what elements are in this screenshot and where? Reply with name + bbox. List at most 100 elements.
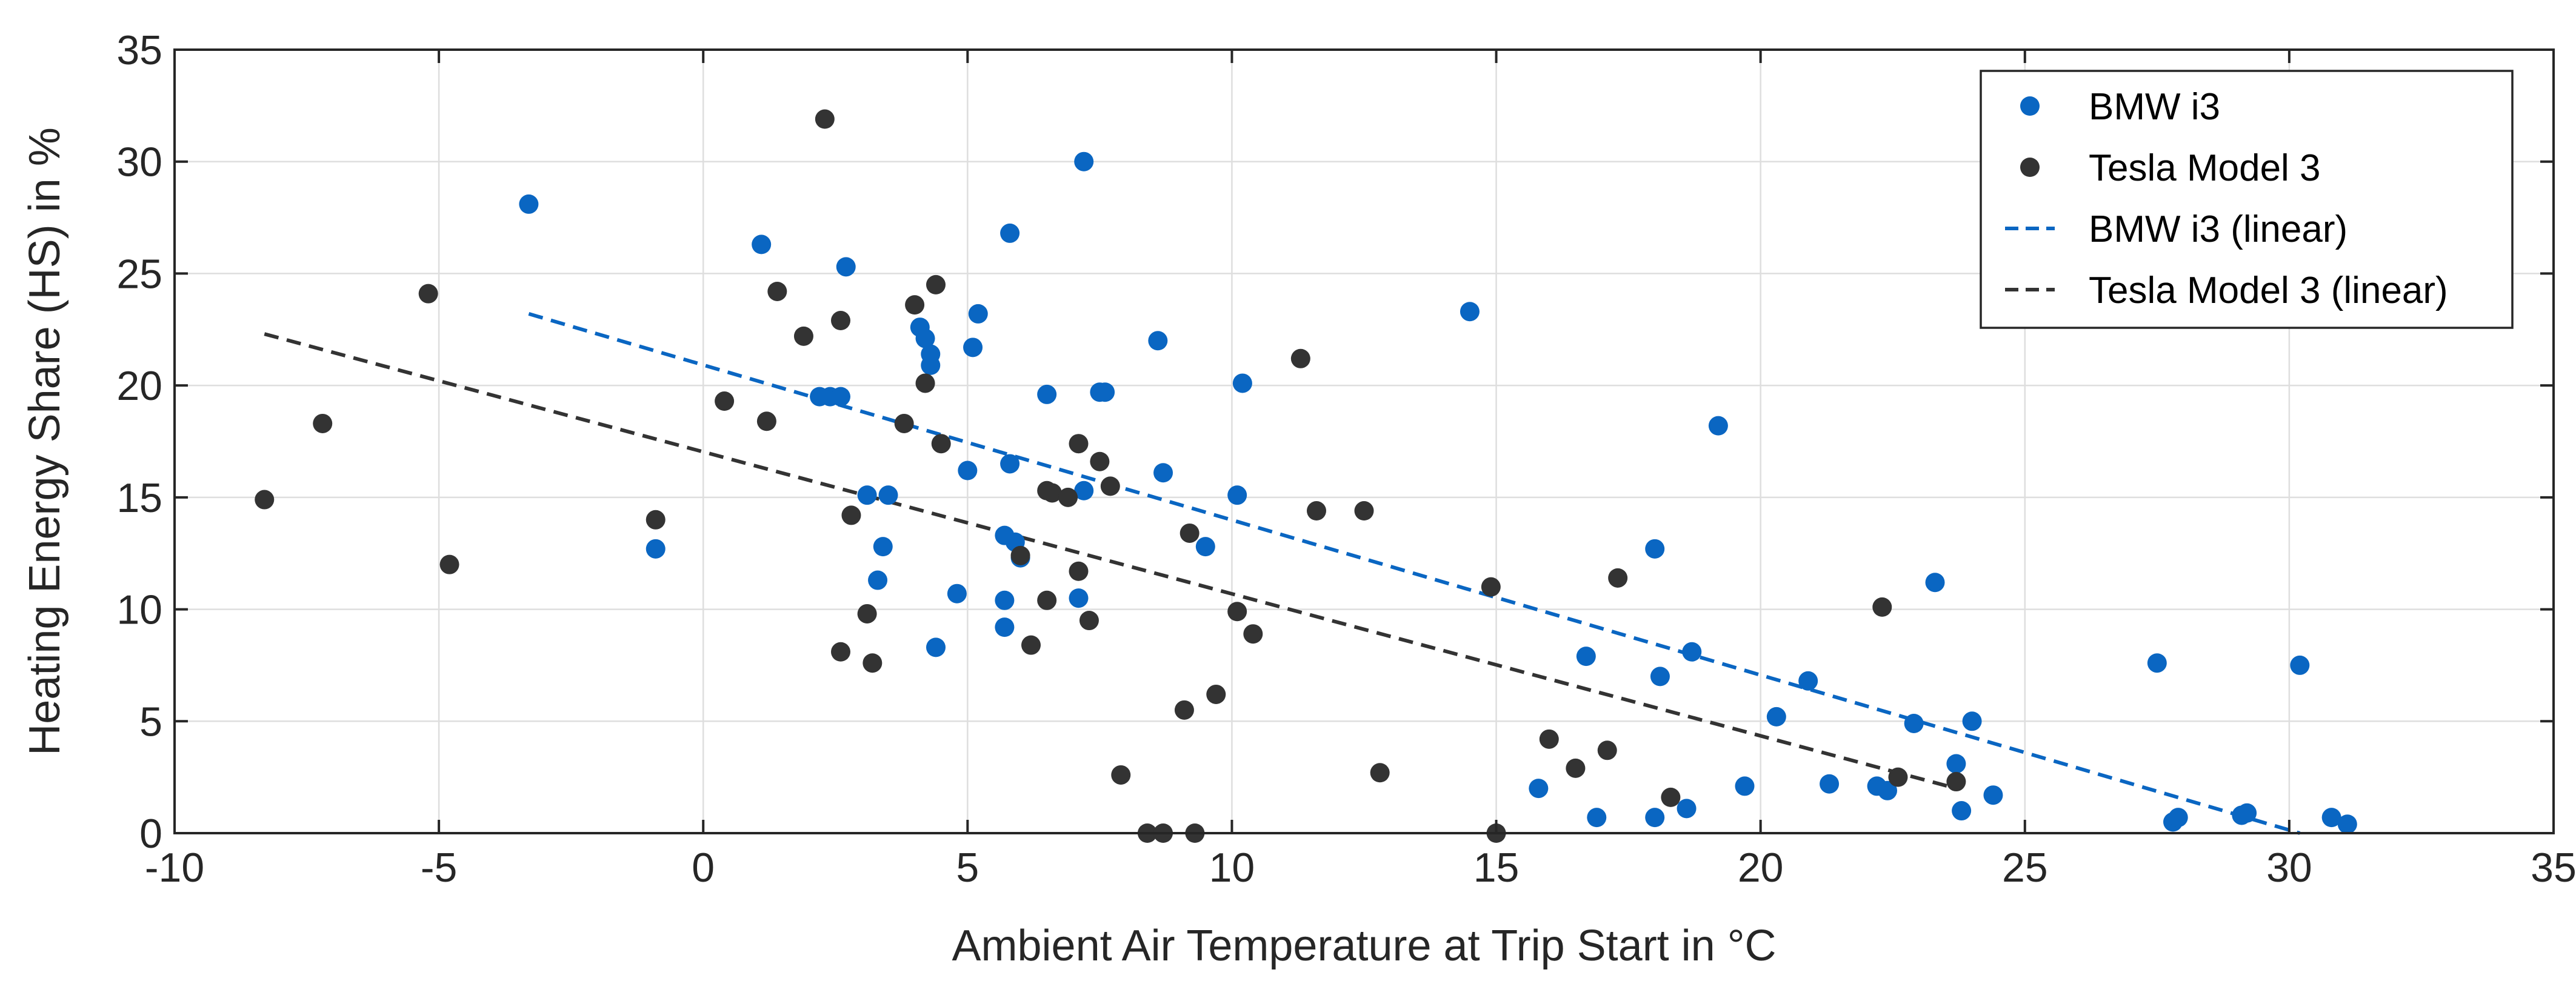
trend-line-tesla-model-3-linear	[264, 332, 1957, 791]
data-point-tesla-model-3	[1079, 611, 1099, 631]
y-tick-label: 30	[116, 139, 162, 185]
data-point-tesla-model-3	[1290, 348, 1310, 368]
data-point-tesla-model-3	[815, 109, 835, 129]
data-point-bmw-i3	[1069, 588, 1089, 608]
data-point-bmw-i3	[1153, 463, 1173, 483]
data-point-tesla-model-3	[418, 284, 438, 304]
axis-ticks: -10 -5 0 5 10 15 20 25 30 35 0 5 10 15 20 25 30 35	[116, 27, 2576, 891]
data-point-bmw-i3	[1587, 808, 1607, 828]
data-point-bmw-i3	[1000, 223, 1020, 243]
data-point-tesla-model-3	[926, 274, 946, 294]
data-point-bmw-i3	[1677, 799, 1697, 819]
data-point-bmw-i3	[1952, 801, 1972, 821]
data-point-bmw-i3	[1000, 454, 1020, 474]
legend-box	[1980, 70, 2514, 329]
data-point-tesla-model-3	[1354, 501, 1374, 521]
data-point-bmw-i3	[1095, 382, 1115, 402]
data-point-tesla-model-3	[1608, 568, 1628, 588]
data-point-bmw-i3	[1798, 671, 1818, 691]
data-point-bmw-i3	[1232, 373, 1252, 393]
data-point-bmw-i3	[2237, 803, 2257, 823]
data-point-bmw-i3	[752, 234, 772, 254]
data-point-bmw-i3	[1650, 667, 1670, 687]
data-point-tesla-model-3	[1058, 487, 1078, 507]
data-point-tesla-model-3	[1021, 635, 1041, 655]
x-tick-label: -5	[421, 845, 457, 891]
data-point-tesla-model-3	[857, 604, 877, 624]
data-point-bmw-i3	[1946, 754, 1966, 774]
data-point-tesla-model-3	[1100, 476, 1120, 496]
data-point-bmw-i3	[1195, 537, 1215, 557]
data-point-tesla-model-3	[1227, 602, 1247, 622]
data-point-bmw-i3	[1983, 785, 2003, 805]
data-point-bmw-i3	[1529, 779, 1549, 799]
data-point-bmw-i3	[995, 617, 1015, 637]
data-point-tesla-model-3	[1597, 740, 1617, 760]
data-point-bmw-i3	[519, 194, 539, 214]
data-point-tesla-model-3	[1946, 772, 1966, 792]
data-point-bmw-i3	[1878, 780, 1897, 800]
data-point-tesla-model-3	[1180, 523, 1200, 543]
data-point-bmw-i3	[1227, 485, 1247, 505]
legend-swatch-tesla-model-3	[2020, 158, 2040, 177]
data-point-tesla-model-3	[1243, 624, 1263, 644]
data-point-tesla-model-3	[1010, 545, 1030, 565]
data-point-bmw-i3	[926, 637, 946, 657]
data-point-tesla-model-3	[1661, 787, 1681, 807]
y-tick-label: 15	[116, 475, 162, 521]
data-point-tesla-model-3	[905, 295, 925, 315]
x-tick-label: 30	[2266, 845, 2312, 891]
x-tick-label: 15	[1473, 845, 1520, 891]
data-point-bmw-i3	[646, 539, 666, 559]
data-point-bmw-i3	[1074, 151, 1094, 171]
legend-label-bmw-i3: BMW i3	[2089, 86, 2220, 128]
legend-swatch-bmw-i3	[2020, 96, 2040, 116]
data-point-tesla-model-3	[863, 653, 883, 673]
data-point-tesla-model-3	[1307, 501, 1326, 521]
data-point-tesla-model-3	[1888, 767, 1908, 787]
data-point-bmw-i3	[831, 387, 850, 407]
x-tick-label: 0	[692, 845, 715, 891]
y-tick-label: 10	[116, 587, 162, 633]
data-point-tesla-model-3	[931, 434, 951, 454]
x-tick-label: 5	[956, 845, 979, 891]
data-point-tesla-model-3	[767, 281, 787, 301]
data-point-tesla-model-3	[1872, 597, 1892, 617]
data-point-tesla-model-3	[894, 413, 914, 433]
x-tick-label: 35	[2531, 845, 2576, 891]
data-point-bmw-i3	[1460, 302, 1480, 322]
data-point-tesla-model-3	[1539, 729, 1559, 749]
data-point-tesla-model-3	[756, 411, 776, 431]
data-point-bmw-i3	[1645, 539, 1665, 559]
data-point-tesla-model-3	[1042, 483, 1062, 503]
data-point-bmw-i3	[1766, 707, 1786, 727]
data-point-bmw-i3	[1645, 808, 1665, 828]
data-point-bmw-i3	[1904, 713, 1924, 733]
data-point-bmw-i3	[878, 485, 898, 505]
data-point-bmw-i3	[1148, 331, 1168, 351]
legend-label-bmw-i3-linear: BMW i3 (linear)	[2089, 208, 2347, 250]
data-point-bmw-i3	[868, 570, 888, 590]
data-point-tesla-model-3	[1037, 590, 1057, 610]
y-tick-label: 0	[139, 811, 162, 857]
legend-label-tesla-model-3: Tesla Model 3	[2089, 147, 2321, 189]
data-point-bmw-i3	[1962, 711, 1982, 731]
x-tick-label: -10	[145, 845, 204, 891]
y-axis-title: Heating Energy Share (HS) in %	[21, 127, 69, 755]
data-point-bmw-i3	[1037, 384, 1057, 404]
data-point-bmw-i3	[995, 590, 1015, 610]
data-point-bmw-i3	[873, 537, 893, 557]
data-point-bmw-i3	[1925, 573, 1945, 593]
x-tick-label: 20	[1738, 845, 1784, 891]
data-point-bmw-i3	[2337, 814, 2357, 834]
data-points	[255, 109, 2357, 843]
data-point-bmw-i3	[1682, 642, 1702, 662]
data-point-tesla-model-3	[1069, 434, 1089, 454]
data-point-bmw-i3	[1708, 416, 1728, 436]
data-point-bmw-i3	[2168, 808, 2188, 828]
data-point-bmw-i3	[1576, 647, 1596, 667]
data-point-bmw-i3	[968, 304, 988, 324]
data-point-tesla-model-3	[646, 510, 666, 530]
data-point-bmw-i3	[1820, 774, 1840, 794]
